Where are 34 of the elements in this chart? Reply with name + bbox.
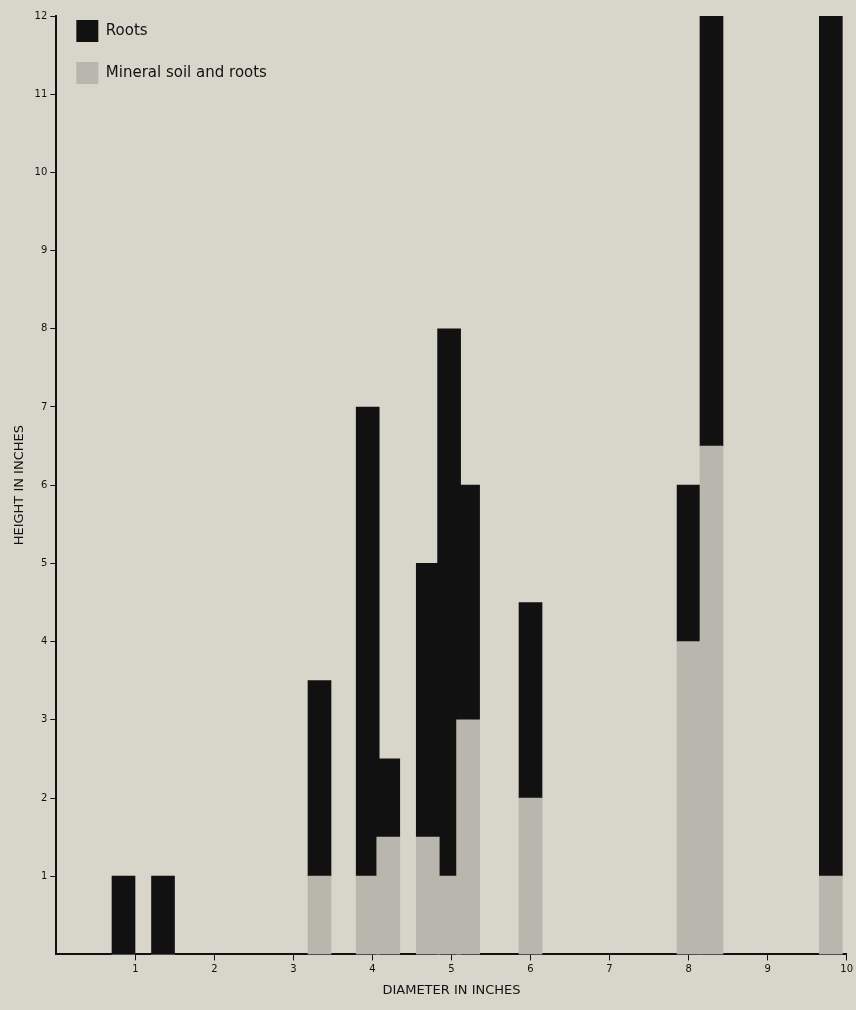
y-tick-label: 4 xyxy=(40,635,48,647)
y-tick-label: 11 xyxy=(34,87,48,99)
x-tick-label: 2 xyxy=(211,962,218,974)
x-tick-label: 5 xyxy=(448,962,455,974)
x-tick-label: 9 xyxy=(764,962,771,974)
y-tick-label: 9 xyxy=(40,244,48,256)
bar xyxy=(699,16,724,447)
x-axis-title: DIAMETER IN INCHES xyxy=(382,981,521,997)
x-tick-label: 4 xyxy=(369,962,376,974)
y-tick-label: 8 xyxy=(40,322,48,334)
x-tick-label: 7 xyxy=(606,962,613,974)
y-tick-label: 7 xyxy=(40,400,48,412)
y-tick-label: 1 xyxy=(40,869,48,881)
bar xyxy=(307,875,332,955)
bar xyxy=(307,680,332,877)
y-tick-label: 12 xyxy=(34,9,48,21)
x-tick-label: 3 xyxy=(290,962,297,974)
y-axis-title: HEIGHT IN INCHES xyxy=(11,425,27,546)
bar xyxy=(819,875,843,955)
y-tick-label: 3 xyxy=(40,713,48,725)
x-tick-label: 10 xyxy=(840,962,853,974)
y-tick-label: 10 xyxy=(34,165,48,177)
x-tick-label: 8 xyxy=(685,962,692,974)
x-tick-label: 6 xyxy=(527,962,534,974)
x-tick-label: 1 xyxy=(132,962,139,974)
bar xyxy=(518,602,543,799)
bar xyxy=(676,484,701,642)
y-tick-label: 5 xyxy=(40,556,48,568)
bar xyxy=(819,16,843,877)
y-tick-label: 6 xyxy=(40,478,48,490)
legend-label: Roots xyxy=(105,20,148,39)
y-tick-label: 2 xyxy=(40,791,48,803)
bar xyxy=(518,797,543,955)
legend-label: Mineral soil and roots xyxy=(105,62,268,81)
